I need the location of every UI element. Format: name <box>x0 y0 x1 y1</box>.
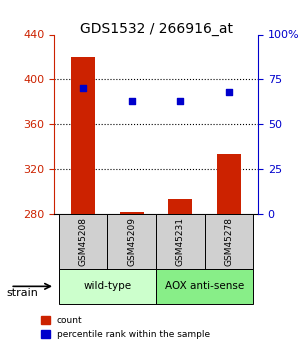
Point <box>178 98 183 104</box>
Point <box>129 98 134 104</box>
Point <box>81 86 85 91</box>
Text: GSM45278: GSM45278 <box>224 217 233 266</box>
Bar <box>71 57 95 214</box>
Text: GSM45208: GSM45208 <box>79 217 88 266</box>
Text: wild-type: wild-type <box>83 282 131 291</box>
Bar <box>120 211 144 214</box>
Bar <box>156 269 253 304</box>
Text: AOX anti-sense: AOX anti-sense <box>165 282 244 291</box>
Bar <box>107 214 156 269</box>
Bar <box>168 199 192 214</box>
Point <box>226 89 231 95</box>
Legend: count, percentile rank within the sample: count, percentile rank within the sample <box>40 316 210 339</box>
Text: GSM45209: GSM45209 <box>127 217 136 266</box>
Bar <box>205 214 253 269</box>
Bar <box>59 214 107 269</box>
Bar <box>217 155 241 214</box>
Text: GSM45231: GSM45231 <box>176 217 185 266</box>
Text: strain: strain <box>6 288 38 297</box>
Bar <box>156 214 205 269</box>
Bar <box>59 269 156 304</box>
Text: GDS1532 / 266916_at: GDS1532 / 266916_at <box>80 22 232 37</box>
